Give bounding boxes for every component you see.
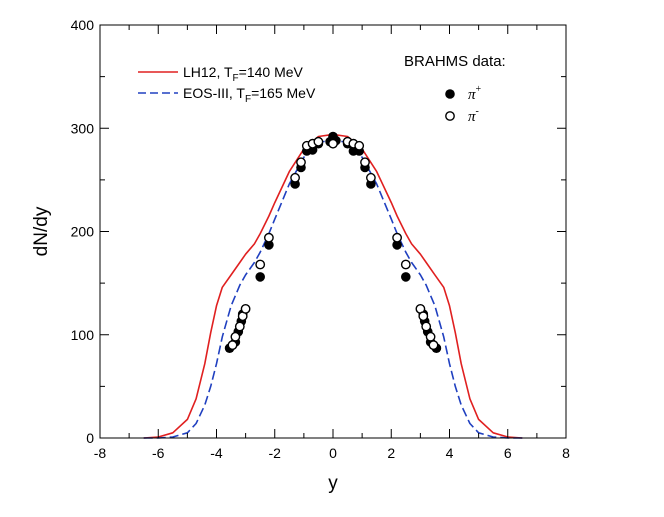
legend-lh12-sub: F [233, 73, 239, 84]
pi-minus-point [425, 331, 436, 342]
pi-minus-point [365, 172, 376, 183]
pi-plus-point [392, 240, 402, 250]
pi-minus-point [360, 157, 370, 168]
legend-pi-plus-marker [445, 89, 455, 99]
legend-eos3-rest: =165 MeV [251, 85, 316, 101]
pi-minus-point [263, 232, 274, 243]
legend-pi-plus-label: π+ [468, 84, 482, 103]
legend-lh12-label: LH12, TF=140 MeV [183, 64, 304, 84]
legend-lh12-main: LH12, T [183, 64, 233, 80]
lh12-curve [143, 133, 523, 439]
pi-minus-point [227, 340, 238, 350]
x-tick-label: -8 [94, 445, 107, 461]
pi-plus-point [401, 272, 411, 282]
y-axis-title: dN/dy [31, 206, 52, 256]
x-axis-title: y [328, 473, 338, 494]
legend-model-curves: LH12, TF=140 MeV EOS-III, TF=165 MeV [138, 64, 316, 105]
x-tick-label: -4 [210, 445, 223, 461]
pi-minus-point [240, 303, 251, 314]
x-tick-label: 4 [446, 445, 454, 461]
y-tick-label: 200 [71, 224, 95, 240]
legend-pi-minus-marker [445, 111, 455, 121]
pi-minus-point [354, 140, 365, 151]
pi-minus-point [296, 157, 306, 168]
legend-pi-minus-symbol: π [468, 109, 476, 125]
pi-minus-point [428, 340, 439, 350]
pi-minus-point [230, 331, 241, 342]
pi-plus-point [255, 272, 265, 282]
pi-minus-point [400, 259, 411, 270]
legend-pi-minus-sup: - [476, 106, 479, 117]
y-tick-label: 0 [86, 430, 94, 446]
pi-minus-point [255, 259, 266, 270]
legend-pi-minus-label: π- [468, 106, 479, 125]
pi-minus-point [418, 311, 429, 322]
pi-minus-point [313, 136, 324, 147]
legend-brahms-data: BRAHMS data: π+ π- [404, 53, 506, 125]
x-tick-label: 2 [387, 445, 395, 461]
plot-frame [99, 24, 567, 439]
pi-minus-point [421, 321, 432, 332]
legend-pi-plus-sup: + [476, 84, 482, 95]
legend-pi-plus-symbol: π [468, 87, 476, 103]
y-tick-label: 100 [71, 327, 95, 343]
pi-minus-point [328, 138, 338, 149]
y-tick-label: 400 [71, 17, 95, 33]
legend-eos3-label: EOS-III, TF=165 MeV [183, 85, 316, 105]
legend-lh12-rest: =140 MeV [239, 64, 304, 80]
pi-minus-point [234, 321, 245, 332]
legend-eos3-sub: F [245, 94, 251, 105]
x-tick-label: 8 [562, 445, 570, 461]
pi-plus-point [264, 240, 274, 250]
y-tick-label: 300 [71, 120, 95, 136]
legend-brahms-title: BRAHMS data: [404, 53, 506, 70]
x-tick-label: 6 [504, 445, 512, 461]
x-tick-label: 0 [329, 445, 337, 461]
pi-minus-point [290, 172, 300, 183]
x-tick-label: -6 [152, 445, 165, 461]
legend-eos3-main: EOS-III, T [183, 85, 245, 101]
x-tick-label: -2 [269, 445, 282, 461]
eos3-curve [143, 138, 523, 439]
pi-minus-point [392, 232, 402, 243]
